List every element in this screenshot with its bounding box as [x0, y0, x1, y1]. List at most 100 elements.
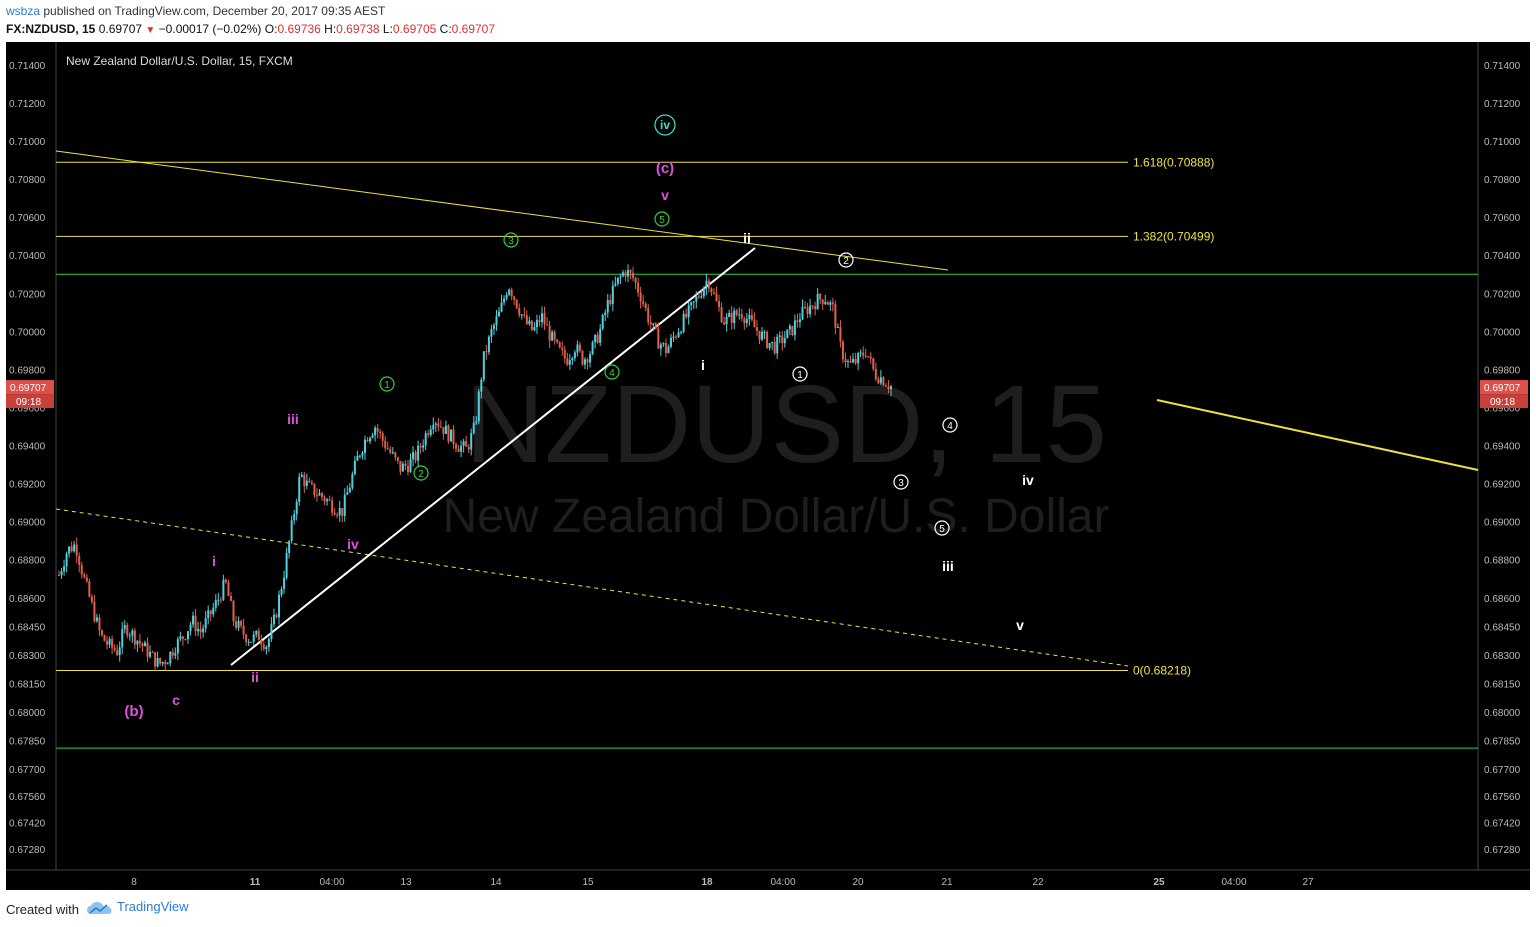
- brand-label: TradingView: [117, 899, 189, 914]
- candle-body: [594, 334, 597, 343]
- wave-label: iii: [287, 411, 299, 427]
- candle-body: [174, 653, 177, 656]
- candle-body: [427, 433, 430, 436]
- low-label: L:: [382, 22, 393, 36]
- candle-body: [460, 445, 463, 452]
- candle-body: [548, 325, 551, 341]
- candle-body: [821, 299, 824, 304]
- candle-body: [452, 429, 455, 445]
- wave-label: iv: [660, 118, 670, 132]
- y-tick-left: 0.67700: [9, 765, 46, 776]
- candle-body: [176, 639, 179, 654]
- y-tick-right: 0.67280: [1484, 845, 1521, 856]
- wave-label: i: [212, 553, 216, 569]
- candle-body: [283, 577, 286, 589]
- candle-body: [321, 493, 324, 498]
- x-tick: 11: [250, 877, 261, 888]
- candle-body: [159, 658, 162, 664]
- candle-body: [687, 305, 690, 318]
- publisher-name[interactable]: wsbza: [6, 4, 41, 18]
- candle-body: [705, 280, 708, 288]
- candle-body: [131, 630, 134, 636]
- candle-body: [584, 359, 587, 365]
- x-tick: 13: [400, 877, 412, 888]
- candle-body: [553, 331, 556, 340]
- candle-body: [429, 429, 432, 436]
- candle-body: [389, 449, 392, 453]
- y-tick-left: 0.71200: [9, 99, 46, 110]
- y-tick-right: 0.70800: [1484, 175, 1521, 186]
- candle-body: [361, 452, 364, 456]
- candle-body: [288, 541, 291, 553]
- candle-body: [65, 553, 68, 567]
- candle-body: [151, 651, 154, 653]
- tradingview-cloud-icon: [87, 901, 112, 914]
- candle-body: [194, 615, 197, 632]
- candle-body: [824, 302, 827, 304]
- candle-body: [409, 459, 412, 473]
- tradingview-link[interactable]: TradingView: [87, 899, 189, 915]
- candle-body: [351, 474, 354, 488]
- candle-body: [834, 304, 837, 328]
- candle-body: [179, 636, 182, 640]
- wave-circle-icon: [379, 376, 395, 392]
- candle-body: [199, 628, 202, 633]
- candle-body: [242, 625, 245, 635]
- wave-label: 4: [609, 368, 615, 379]
- candle-body: [229, 596, 232, 602]
- y-tick-right: 0.68300: [1484, 651, 1521, 662]
- candle-body: [326, 499, 329, 502]
- candle-body: [369, 437, 372, 442]
- candle-body: [184, 639, 187, 641]
- candle-body: [412, 452, 415, 460]
- candle-body: [768, 343, 771, 348]
- y-tick-right: 0.68450: [1484, 622, 1521, 633]
- candle-body: [444, 425, 447, 434]
- last-price-tag-left: [6, 380, 54, 395]
- candle-body: [384, 440, 387, 449]
- candle-body: [702, 287, 705, 297]
- candle-body: [417, 445, 420, 461]
- chart-panel[interactable]: NZDUSD, 15 New Zealand Dollar/U.S. Dollar…: [6, 42, 1530, 890]
- y-tick-left: 0.69800: [9, 365, 46, 376]
- candle-body: [490, 328, 493, 337]
- y-tick-right: 0.70200: [1484, 289, 1521, 300]
- candle-body: [487, 336, 490, 353]
- candle-body: [219, 599, 222, 601]
- candle-body: [80, 565, 83, 575]
- wave-label: v: [1016, 617, 1024, 633]
- candle-body: [601, 314, 604, 329]
- candle-body: [535, 320, 538, 328]
- candle-body: [879, 377, 882, 384]
- candle-body: [639, 292, 642, 302]
- candle-body: [566, 358, 569, 365]
- candle-body: [485, 351, 488, 353]
- candle-body: [614, 283, 617, 286]
- candle-body: [735, 310, 738, 315]
- candle-body: [404, 463, 407, 466]
- y-tick-left: 0.69400: [9, 442, 46, 453]
- candle-body: [204, 618, 207, 629]
- candle-body: [629, 270, 632, 273]
- candle-body: [884, 385, 887, 387]
- wave-circle-icon: [654, 211, 670, 227]
- candle-body: [520, 314, 523, 316]
- candle-body: [783, 338, 786, 344]
- candle-body: [161, 661, 164, 664]
- candle-body: [358, 455, 361, 457]
- candle-body: [740, 314, 743, 319]
- candle-body: [482, 351, 485, 380]
- candle-body: [811, 305, 814, 307]
- candle-body: [295, 501, 298, 515]
- candle-body: [366, 439, 369, 442]
- candle-body: [121, 629, 124, 648]
- last-price-tag-right-text: 0.69707: [1484, 383, 1521, 394]
- candle-body: [669, 337, 672, 347]
- publish-header: wsbza published on TradingView.com, Dece…: [0, 0, 1536, 42]
- candle-body: [745, 319, 748, 324]
- candle-body: [141, 643, 144, 647]
- y-tick-left: 0.68600: [9, 594, 46, 605]
- candle-body: [849, 361, 852, 363]
- candle-body: [707, 280, 710, 289]
